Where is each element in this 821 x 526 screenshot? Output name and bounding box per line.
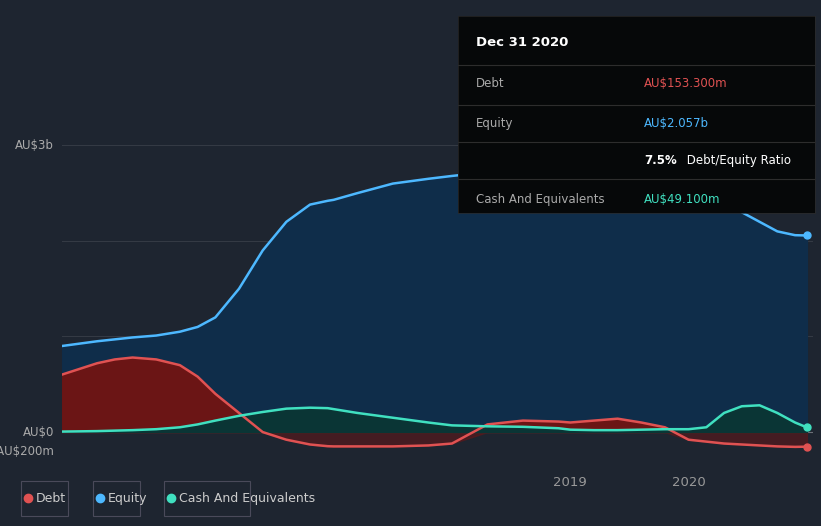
Text: AU$49.100m: AU$49.100m [644, 193, 720, 206]
Text: Dec 31 2020: Dec 31 2020 [476, 36, 568, 48]
Text: AU$153.300m: AU$153.300m [644, 77, 727, 90]
Text: Cash And Equivalents: Cash And Equivalents [179, 492, 315, 505]
Text: Equity: Equity [108, 492, 147, 505]
Text: Debt/Equity Ratio: Debt/Equity Ratio [683, 154, 791, 167]
Text: 7.5%: 7.5% [644, 154, 677, 167]
Text: -AU$200m: -AU$200m [0, 444, 54, 458]
Text: AU$2.057b: AU$2.057b [644, 117, 709, 130]
Text: Debt: Debt [36, 492, 67, 505]
Text: AU$0: AU$0 [23, 426, 54, 439]
Text: AU$3b: AU$3b [15, 139, 54, 152]
Text: Equity: Equity [476, 117, 513, 130]
Text: Debt: Debt [476, 77, 505, 90]
Text: Cash And Equivalents: Cash And Equivalents [476, 193, 604, 206]
